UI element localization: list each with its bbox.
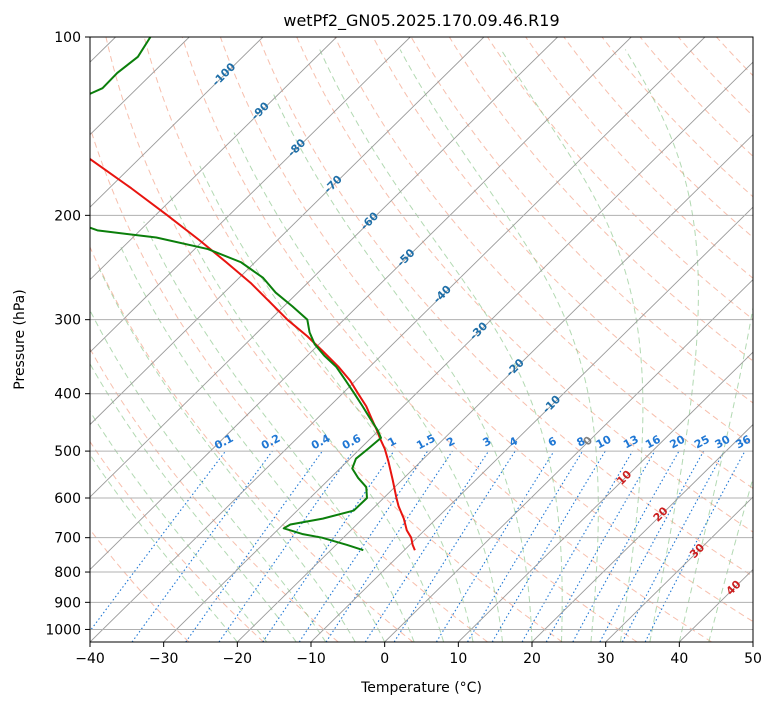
- isotherm-line: [458, 351, 753, 642]
- x-tick-label: −10: [296, 651, 326, 667]
- moist-adiabat-line: [678, 304, 753, 642]
- mixing-ratio-line: [521, 450, 634, 642]
- y-tick-label: 1000: [45, 622, 81, 638]
- dry-adiabat-line: [90, 528, 190, 642]
- x-tick-label: 40: [670, 651, 688, 667]
- x-tick-label: 50: [744, 651, 762, 667]
- dry-adiabat-line: [448, 37, 753, 362]
- isotherm-line: [384, 278, 753, 642]
- mixing-ratio-line: [364, 450, 490, 642]
- mixing-ratio-line: [393, 450, 516, 642]
- y-tick-label: 700: [54, 531, 81, 547]
- isotherm-line: [90, 37, 485, 426]
- moist-adiabat-line: [199, 165, 474, 642]
- x-tick-label: 20: [523, 651, 541, 667]
- y-axis-label: Pressure (hPa): [12, 289, 28, 389]
- dry-adiabat-line: [372, 37, 753, 446]
- y-tick-label: 300: [54, 313, 81, 329]
- mixing-ratio-label: 30: [713, 433, 733, 452]
- mixing-ratio-label: 16: [643, 433, 663, 452]
- moist-adiabat-line: [119, 245, 386, 642]
- mixing-ratio-line: [435, 450, 555, 642]
- y-tick-label: 400: [54, 387, 81, 403]
- moist-adiabat-line: [624, 49, 699, 642]
- chart-title: wetPf2_GN05.2025.170.09.46.R19: [283, 11, 559, 31]
- mixing-ratio-label: 13: [621, 433, 641, 452]
- dry-adiabat-line: [143, 37, 638, 642]
- x-tick-label: 0: [380, 651, 389, 667]
- dry-adiabat-line: [258, 37, 753, 577]
- dry-adiabat-line: [181, 37, 712, 642]
- mixing-ratio-line: [262, 450, 395, 642]
- y-tick-label: 500: [54, 444, 81, 460]
- isotherm-line: [90, 37, 411, 353]
- mixing-ratio-line: [491, 450, 606, 642]
- y-tick-label: 800: [54, 565, 81, 581]
- mixing-ratio-label: 10: [594, 433, 614, 452]
- isotherm-line: [90, 37, 337, 281]
- mixing-ratio-label: 36: [733, 433, 753, 452]
- mixing-ratio-label: 20: [668, 433, 688, 452]
- y-axis-ticks: 100 200 300 400 500 600 700 800 900 1000: [45, 30, 90, 638]
- y-tick-label: 200: [54, 208, 81, 224]
- x-tick-label: 30: [597, 651, 615, 667]
- dry-adiabat-line: [219, 37, 753, 623]
- y-tick-label: 100: [54, 30, 81, 46]
- x-tick-label: −20: [223, 651, 253, 667]
- dry-adiabat-line: [90, 125, 488, 642]
- moist-adiabat-line: [319, 49, 563, 642]
- moist-adiabat-line: [399, 49, 599, 642]
- y-tick-label: 600: [54, 491, 81, 507]
- mixing-ratio-line: [467, 450, 584, 642]
- background-lines: [90, 37, 753, 642]
- isotherm-line: [605, 496, 753, 642]
- isotherm-line: [310, 206, 753, 642]
- x-tick-label: −40: [75, 651, 105, 667]
- mixing-ratio-line: [621, 450, 725, 642]
- dry-adiabat-line: [90, 440, 264, 642]
- moist-adiabat-line: [273, 94, 533, 642]
- mixing-ratio-label: 25: [692, 433, 712, 452]
- pressure-gridlines: [90, 37, 753, 630]
- dry-adiabat-line: [296, 37, 753, 533]
- mixing-ratio-line: [185, 450, 323, 642]
- y-tick-label: 900: [54, 595, 81, 611]
- moist-adiabat-line: [90, 309, 327, 642]
- mixing-ratio-line: [218, 450, 354, 642]
- mixing-ratio-line: [599, 450, 705, 642]
- isotherm-line: [90, 37, 264, 208]
- moist-adiabat-line: [500, 49, 644, 642]
- isotherm-line: [163, 61, 753, 642]
- moist-adiabat-line: [90, 453, 238, 642]
- moist-adiabat-line: [98, 267, 356, 642]
- mixing-ratio-line: [572, 450, 680, 642]
- x-axis-ticks: −40 −30 −20 −10 0 10 20 30 40 50: [75, 642, 762, 667]
- dry-adiabat-line: [639, 37, 753, 157]
- temperature-profile-line: [90, 157, 416, 551]
- moist-adiabat-line: [169, 195, 445, 642]
- isotherm-line: [90, 37, 632, 571]
- dry-adiabat-line: [410, 37, 753, 404]
- dry-adiabat-line: [525, 37, 753, 279]
- isotherm-line: [90, 37, 558, 498]
- moist-adiabat-line: [143, 221, 415, 642]
- mixing-ratio-line: [131, 450, 273, 642]
- profile-lines: [90, 37, 416, 552]
- isotherm-line: [237, 134, 753, 642]
- isotherm-line: [90, 37, 706, 642]
- isotherm-line: [531, 423, 753, 642]
- dry-adiabat-line: [563, 37, 753, 239]
- dry-adiabat-line: [90, 245, 414, 642]
- dewpoint-profile-line: [90, 37, 382, 552]
- x-tick-label: −30: [149, 651, 179, 667]
- x-tick-label: 10: [449, 651, 467, 667]
- x-axis-label: Temperature (°C): [360, 680, 482, 696]
- dry-adiabat-line: [105, 37, 563, 642]
- plot-frame: [89, 36, 754, 643]
- moist-adiabat-line: [708, 476, 753, 642]
